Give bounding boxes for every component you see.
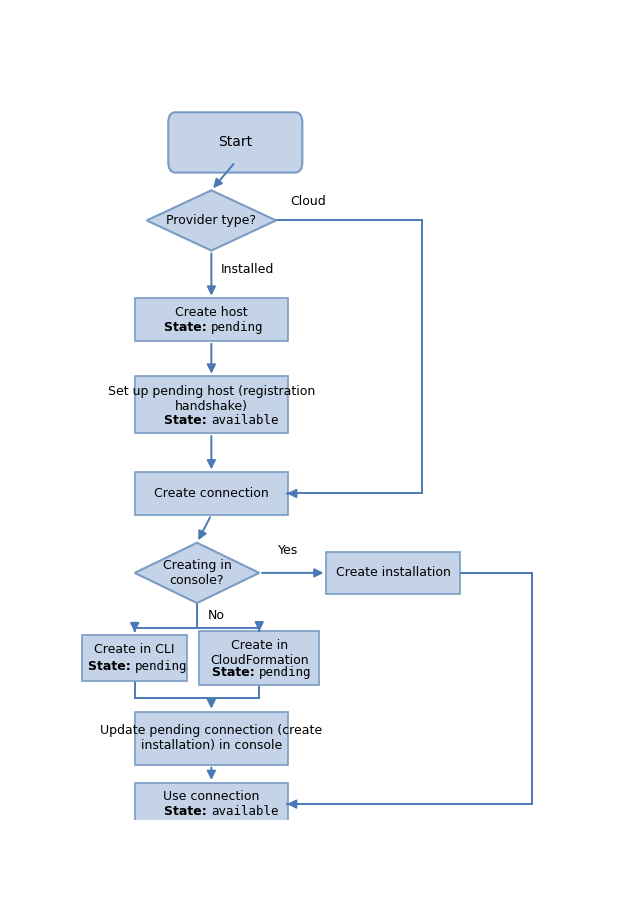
FancyBboxPatch shape xyxy=(168,112,302,172)
Text: available: available xyxy=(211,805,279,818)
Text: Provider type?: Provider type? xyxy=(166,214,256,227)
Text: Set up pending host (registration
handshake): Set up pending host (registration handsh… xyxy=(108,385,315,414)
FancyBboxPatch shape xyxy=(326,552,460,594)
Text: Yes: Yes xyxy=(278,544,298,557)
Text: pending: pending xyxy=(211,321,264,334)
Text: State:: State: xyxy=(164,321,211,334)
Text: State:: State: xyxy=(164,414,211,427)
FancyBboxPatch shape xyxy=(200,632,319,684)
Text: Creating in
console?: Creating in console? xyxy=(163,559,231,587)
Text: Create installation: Create installation xyxy=(336,566,451,579)
Text: pending: pending xyxy=(260,667,311,680)
Text: Create host: Create host xyxy=(175,306,248,319)
Text: available: available xyxy=(211,414,279,427)
Text: No: No xyxy=(208,609,224,622)
Text: State:: State: xyxy=(164,805,211,818)
Text: State:: State: xyxy=(88,659,135,673)
FancyBboxPatch shape xyxy=(135,377,288,433)
Text: Create connection: Create connection xyxy=(154,487,269,500)
Text: Use connection: Use connection xyxy=(163,790,260,803)
Text: Create in CLI: Create in CLI xyxy=(95,643,175,656)
FancyBboxPatch shape xyxy=(135,712,288,764)
Text: pending: pending xyxy=(135,659,187,673)
Text: State:: State: xyxy=(212,667,260,680)
Text: Start: Start xyxy=(218,135,252,149)
FancyBboxPatch shape xyxy=(135,472,288,515)
Text: Cloud: Cloud xyxy=(290,194,326,207)
Text: Installed: Installed xyxy=(221,262,274,275)
FancyBboxPatch shape xyxy=(82,635,187,681)
Text: Update pending connection (create
installation) in console: Update pending connection (create instal… xyxy=(100,724,323,752)
FancyBboxPatch shape xyxy=(135,298,288,341)
Text: Create in
CloudFormation: Create in CloudFormation xyxy=(210,638,308,667)
Polygon shape xyxy=(146,191,276,251)
Polygon shape xyxy=(135,542,260,603)
FancyBboxPatch shape xyxy=(135,783,288,825)
